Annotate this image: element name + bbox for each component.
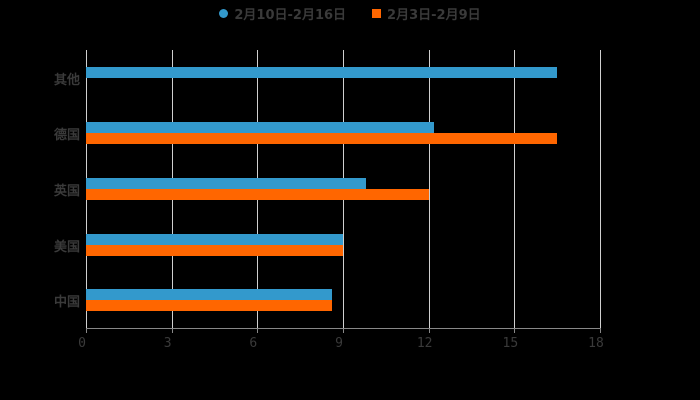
legend-swatch-circle-icon [219,9,229,18]
x-tick [600,328,601,333]
gridline [428,50,430,328]
y-category-label: 英国 [53,184,80,199]
x-tick [86,328,87,333]
x-tick-label: 15 [502,336,519,351]
bar-2[interactable] [86,189,429,200]
chart-legend: 2月10日-2月16日 2月3日-2月9日 [0,4,700,23]
x-tick-label: 6 [249,336,258,351]
legend-item-series-2[interactable]: 2月3日-2月9日 [372,4,481,23]
bar-1[interactable] [86,122,435,134]
x-tick [514,328,516,333]
legend-label: 2月3日-2月9日 [387,8,481,23]
x-tick-label: 9 [335,336,343,351]
x-tick [428,328,430,333]
y-category-label: 中国 [53,295,80,311]
bar-1[interactable] [86,66,558,78]
y-category-label: 美国 [53,239,80,255]
bar-2[interactable] [86,300,332,312]
bar-2[interactable] [86,244,343,256]
gridline [600,50,601,328]
x-tick-label: 3 [163,336,172,351]
bar-1[interactable] [86,233,343,245]
x-axis-line [86,328,601,329]
legend-item-series-1[interactable]: 2月10日-2月16日 [219,4,346,23]
bar-1[interactable] [86,289,332,301]
x-tick-label: 18 [588,336,604,351]
legend-swatch-square-icon [372,9,382,18]
x-tick [171,328,173,333]
y-category-label: 其他 [53,72,80,88]
bar-2[interactable] [86,133,558,145]
legend-label: 2月10日-2月16日 [234,8,347,23]
x-tick-label: 0 [78,336,86,351]
y-category-label: 德国 [53,128,80,144]
x-tick [343,328,344,333]
gridline [514,50,516,328]
x-tick-label: 12 [416,336,433,351]
x-tick [257,328,259,333]
bar-1[interactable] [86,178,366,189]
